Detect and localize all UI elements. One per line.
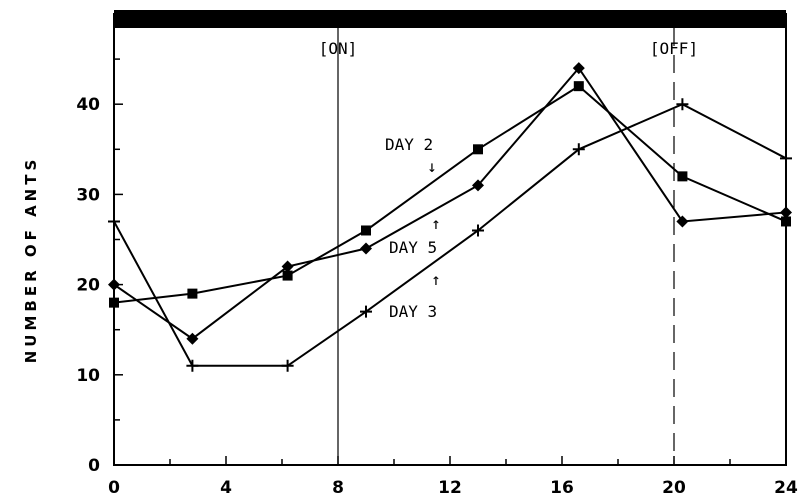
point-square (573, 81, 584, 92)
annotation-label-0: DAY 2 (385, 135, 433, 154)
point-plus (572, 143, 585, 156)
x-tick-label: 24 (774, 478, 798, 495)
point-plus (472, 224, 484, 237)
series-line-0 (113, 84, 787, 304)
annotation-arrow-2: ↑ (431, 270, 441, 289)
point-square (677, 171, 688, 182)
point-diamond (472, 179, 484, 192)
y-tick-label: 0 (88, 456, 100, 476)
series-line-1 (113, 66, 787, 340)
x-tick-label: 4 (220, 478, 232, 495)
plot-frame (113, 13, 787, 466)
x-tick-label: 0 (108, 478, 120, 495)
point-plus (108, 215, 120, 228)
x-tick-label: 8 (332, 478, 344, 495)
y-tick-label: 20 (76, 276, 100, 296)
y-tick-label: 40 (76, 95, 100, 115)
point-diamond (676, 215, 689, 228)
marker-label-0: [ON] (319, 39, 358, 58)
point-plus (780, 152, 792, 165)
y-axis-label: NUMBER OF ANTS (22, 156, 40, 364)
series-line-2 (113, 103, 787, 367)
point-diamond (572, 62, 585, 75)
y-tick-label: 10 (76, 366, 100, 386)
x-tick-label: 20 (662, 478, 686, 495)
series-layer (108, 62, 792, 372)
point-diamond (780, 206, 792, 219)
y-tick-label: 30 (76, 185, 100, 205)
point-square (781, 216, 791, 227)
point-plus (186, 359, 199, 372)
point-square (282, 270, 293, 281)
x-tick-label: 16 (550, 478, 574, 495)
plot-border (113, 13, 787, 466)
point-square (187, 288, 198, 299)
marker-label-1: [OFF] (650, 39, 698, 58)
x-tick-label: 12 (438, 478, 462, 495)
annotation-arrow-1: ↑ (431, 214, 441, 233)
point-diamond (281, 260, 294, 273)
point-plus (281, 359, 294, 372)
point-plus (360, 305, 372, 318)
annotations-layer: DAY 2 ↓ DAY 5 ↑ DAY 3 ↑ (385, 135, 441, 321)
point-square (361, 225, 371, 236)
point-square (473, 144, 483, 155)
point-diamond (186, 332, 199, 345)
point-square (109, 297, 119, 308)
light-markers: [ON] [OFF] (319, 28, 698, 465)
top-bar (114, 10, 786, 28)
annotation-label-2: DAY 3 (389, 302, 437, 321)
annotation-arrow-0: ↓ (427, 157, 437, 176)
point-diamond (360, 242, 372, 255)
ticks-layer: 0 4 8 12 16 20 24 0 10 20 30 40 (76, 58, 798, 495)
point-plus (676, 98, 689, 111)
annotation-label-1: DAY 5 (389, 238, 437, 257)
